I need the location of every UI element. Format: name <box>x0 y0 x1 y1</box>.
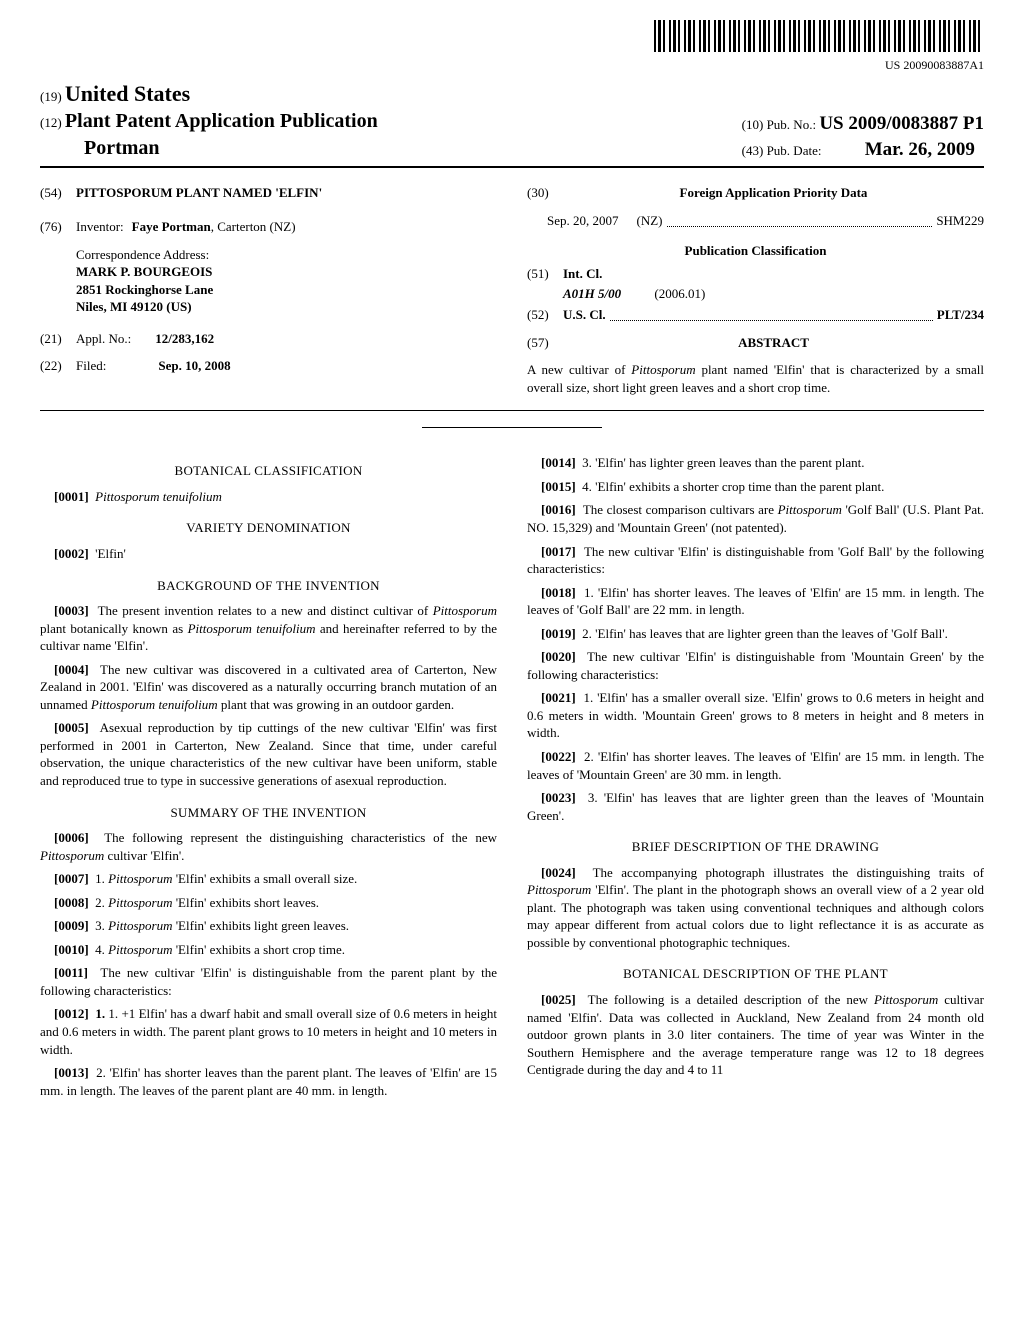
country-code: (19) <box>40 89 62 104</box>
abstract-text: A new cultivar of Pittosporum plant name… <box>527 361 984 396</box>
para-0002: [0002] 'Elfin' <box>40 545 497 563</box>
para-0005: [0005] Asexual reproduction by tip cutti… <box>40 719 497 789</box>
inventor-name: Faye Portman <box>132 219 211 234</box>
inventor-location: , Carterton (NZ) <box>211 219 296 234</box>
pubdate-label: Pub. Date: <box>767 143 822 158</box>
corr-line2: 2851 Rockinghorse Lane <box>76 281 497 299</box>
title-code: (54) <box>40 184 76 202</box>
dotted-line <box>667 226 933 227</box>
foreign-label: Foreign Application Priority Data <box>680 184 868 202</box>
section-title: BRIEF DESCRIPTION OF THE DRAWING <box>527 838 984 856</box>
biblio-left-col: (54) PITTOSPORUM PLANT NAMED 'ELFIN' (76… <box>40 184 497 410</box>
section-title: BACKGROUND OF THE INVENTION <box>40 577 497 595</box>
intcl-label: Int. Cl. <box>563 265 602 283</box>
para-0003: [0003] The present invention relates to … <box>40 602 497 655</box>
biblio-right-col: (30) Foreign Application Priority Data S… <box>527 184 984 410</box>
pubdate-value: Mar. 26, 2009 <box>865 139 975 160</box>
para-0021: [0021] 1. 'Elfin' has a smaller overall … <box>527 689 984 742</box>
foreign-cc: (NZ) <box>637 212 663 230</box>
para-0024: [0024] The accompanying photograph illus… <box>527 864 984 952</box>
para-0004: [0004] The new cultivar was discovered i… <box>40 661 497 714</box>
appl-label: Appl. No.: <box>76 330 131 348</box>
appl-code: (21) <box>40 330 76 348</box>
body-right-col: [0014] 3. 'Elfin' has lighter green leav… <box>527 448 984 1105</box>
foreign-date: Sep. 20, 2007 <box>547 212 619 230</box>
foreign-appno: SHM229 <box>936 212 984 230</box>
abstract-code: (57) <box>527 334 563 352</box>
author-last-name: Portman <box>84 135 378 162</box>
para-0020: [0020] The new cultivar 'Elfin' is disti… <box>527 648 984 683</box>
section-title: BOTANICAL DESCRIPTION OF THE PLANT <box>527 965 984 983</box>
barcode <box>654 20 984 52</box>
foreign-code: (30) <box>527 184 563 202</box>
body-left-col: BOTANICAL CLASSIFICATION [0001] Pittospo… <box>40 448 497 1105</box>
para-0016: [0016] The closest comparison cultivars … <box>527 501 984 536</box>
para-0011: [0011] The new cultivar 'Elfin' is disti… <box>40 964 497 999</box>
pubno-code: (10) <box>742 117 764 132</box>
para-0015: [0015] 4. 'Elfin' exhibits a shorter cro… <box>527 478 984 496</box>
header-right: (10) Pub. No.: US 2009/0083887 P1 (43) P… <box>742 111 984 162</box>
pub-type: Plant Patent Application Publication <box>65 110 378 132</box>
corr-label: Correspondence Address: <box>76 246 497 264</box>
abstract-label: ABSTRACT <box>563 334 984 352</box>
uscl-value: PLT/234 <box>937 306 984 324</box>
inventor-code: (76) <box>40 218 76 236</box>
intcl-version: (2006.01) <box>654 286 705 301</box>
section-title: SUMMARY OF THE INVENTION <box>40 804 497 822</box>
para-0007: [0007] 1. Pittosporum 'Elfin' exhibits a… <box>40 870 497 888</box>
uscl-label: U.S. Cl. <box>563 306 606 324</box>
bibliographic-block: (54) PITTOSPORUM PLANT NAMED 'ELFIN' (76… <box>40 184 984 411</box>
para-0014: [0014] 3. 'Elfin' has lighter green leav… <box>527 454 984 472</box>
section-title: VARIETY DENOMINATION <box>40 519 497 537</box>
para-0017: [0017] The new cultivar 'Elfin' is disti… <box>527 543 984 578</box>
invention-title: PITTOSPORUM PLANT NAMED 'ELFIN' <box>76 184 322 202</box>
para-0009: [0009] 3. Pittosporum 'Elfin' exhibits l… <box>40 917 497 935</box>
para-0018: [0018] 1. 'Elfin' has shorter leaves. Th… <box>527 584 984 619</box>
intcl-code: (51) <box>527 265 563 283</box>
para-0008: [0008] 2. Pittosporum 'Elfin' exhibits s… <box>40 894 497 912</box>
filed-code: (22) <box>40 357 76 375</box>
filed-label: Filed: <box>76 357 106 375</box>
corr-line3: Niles, MI 49120 (US) <box>76 298 497 316</box>
pubno-under-barcode: US 20090083887A1 <box>40 57 984 73</box>
pubno-label: Pub. No.: <box>767 117 816 132</box>
pubclass-header: Publication Classification <box>527 242 984 260</box>
corr-line1: MARK P. BOURGEOIS <box>76 263 497 281</box>
body-columns: BOTANICAL CLASSIFICATION [0001] Pittospo… <box>40 448 984 1105</box>
para-0010: [0010] 4. Pittosporum 'Elfin' exhibits a… <box>40 941 497 959</box>
section-title: BOTANICAL CLASSIFICATION <box>40 462 497 480</box>
uscl-code: (52) <box>527 306 563 324</box>
para-0025: [0025] The following is a detailed descr… <box>527 991 984 1079</box>
para-0022: [0022] 2. 'Elfin' has shorter leaves. Th… <box>527 748 984 783</box>
pubno-value: US 2009/0083887 P1 <box>819 113 984 134</box>
correspondence-address: Correspondence Address: MARK P. BOURGEOI… <box>76 246 497 316</box>
intcl-symbol: A01H 5/00 <box>563 286 621 301</box>
para-0012: [0012] 1. 1. +1 Elfin' has a dwarf habit… <box>40 1005 497 1058</box>
dotted-line <box>610 320 933 321</box>
pub-type-code: (12) <box>40 115 62 130</box>
header-left: (19) United States (12) Plant Patent App… <box>40 79 378 163</box>
barcode-block: US 20090083887A1 <box>40 20 984 73</box>
para-0019: [0019] 2. 'Elfin' has leaves that are li… <box>527 625 984 643</box>
country-name: United States <box>65 81 190 106</box>
document-header: (19) United States (12) Plant Patent App… <box>40 79 984 169</box>
inventor-label: Inventor: <box>76 218 124 236</box>
divider <box>422 427 602 428</box>
filed-date: Sep. 10, 2008 <box>158 357 230 375</box>
para-0006: [0006] The following represent the disti… <box>40 829 497 864</box>
appl-no: 12/283,162 <box>155 330 214 348</box>
para-0013: [0013] 2. 'Elfin' has shorter leaves tha… <box>40 1064 497 1099</box>
pubdate-code: (43) <box>742 143 764 158</box>
para-0001: [0001] Pittosporum tenuifolium <box>40 488 497 506</box>
para-0023: [0023] 3. 'Elfin' has leaves that are li… <box>527 789 984 824</box>
